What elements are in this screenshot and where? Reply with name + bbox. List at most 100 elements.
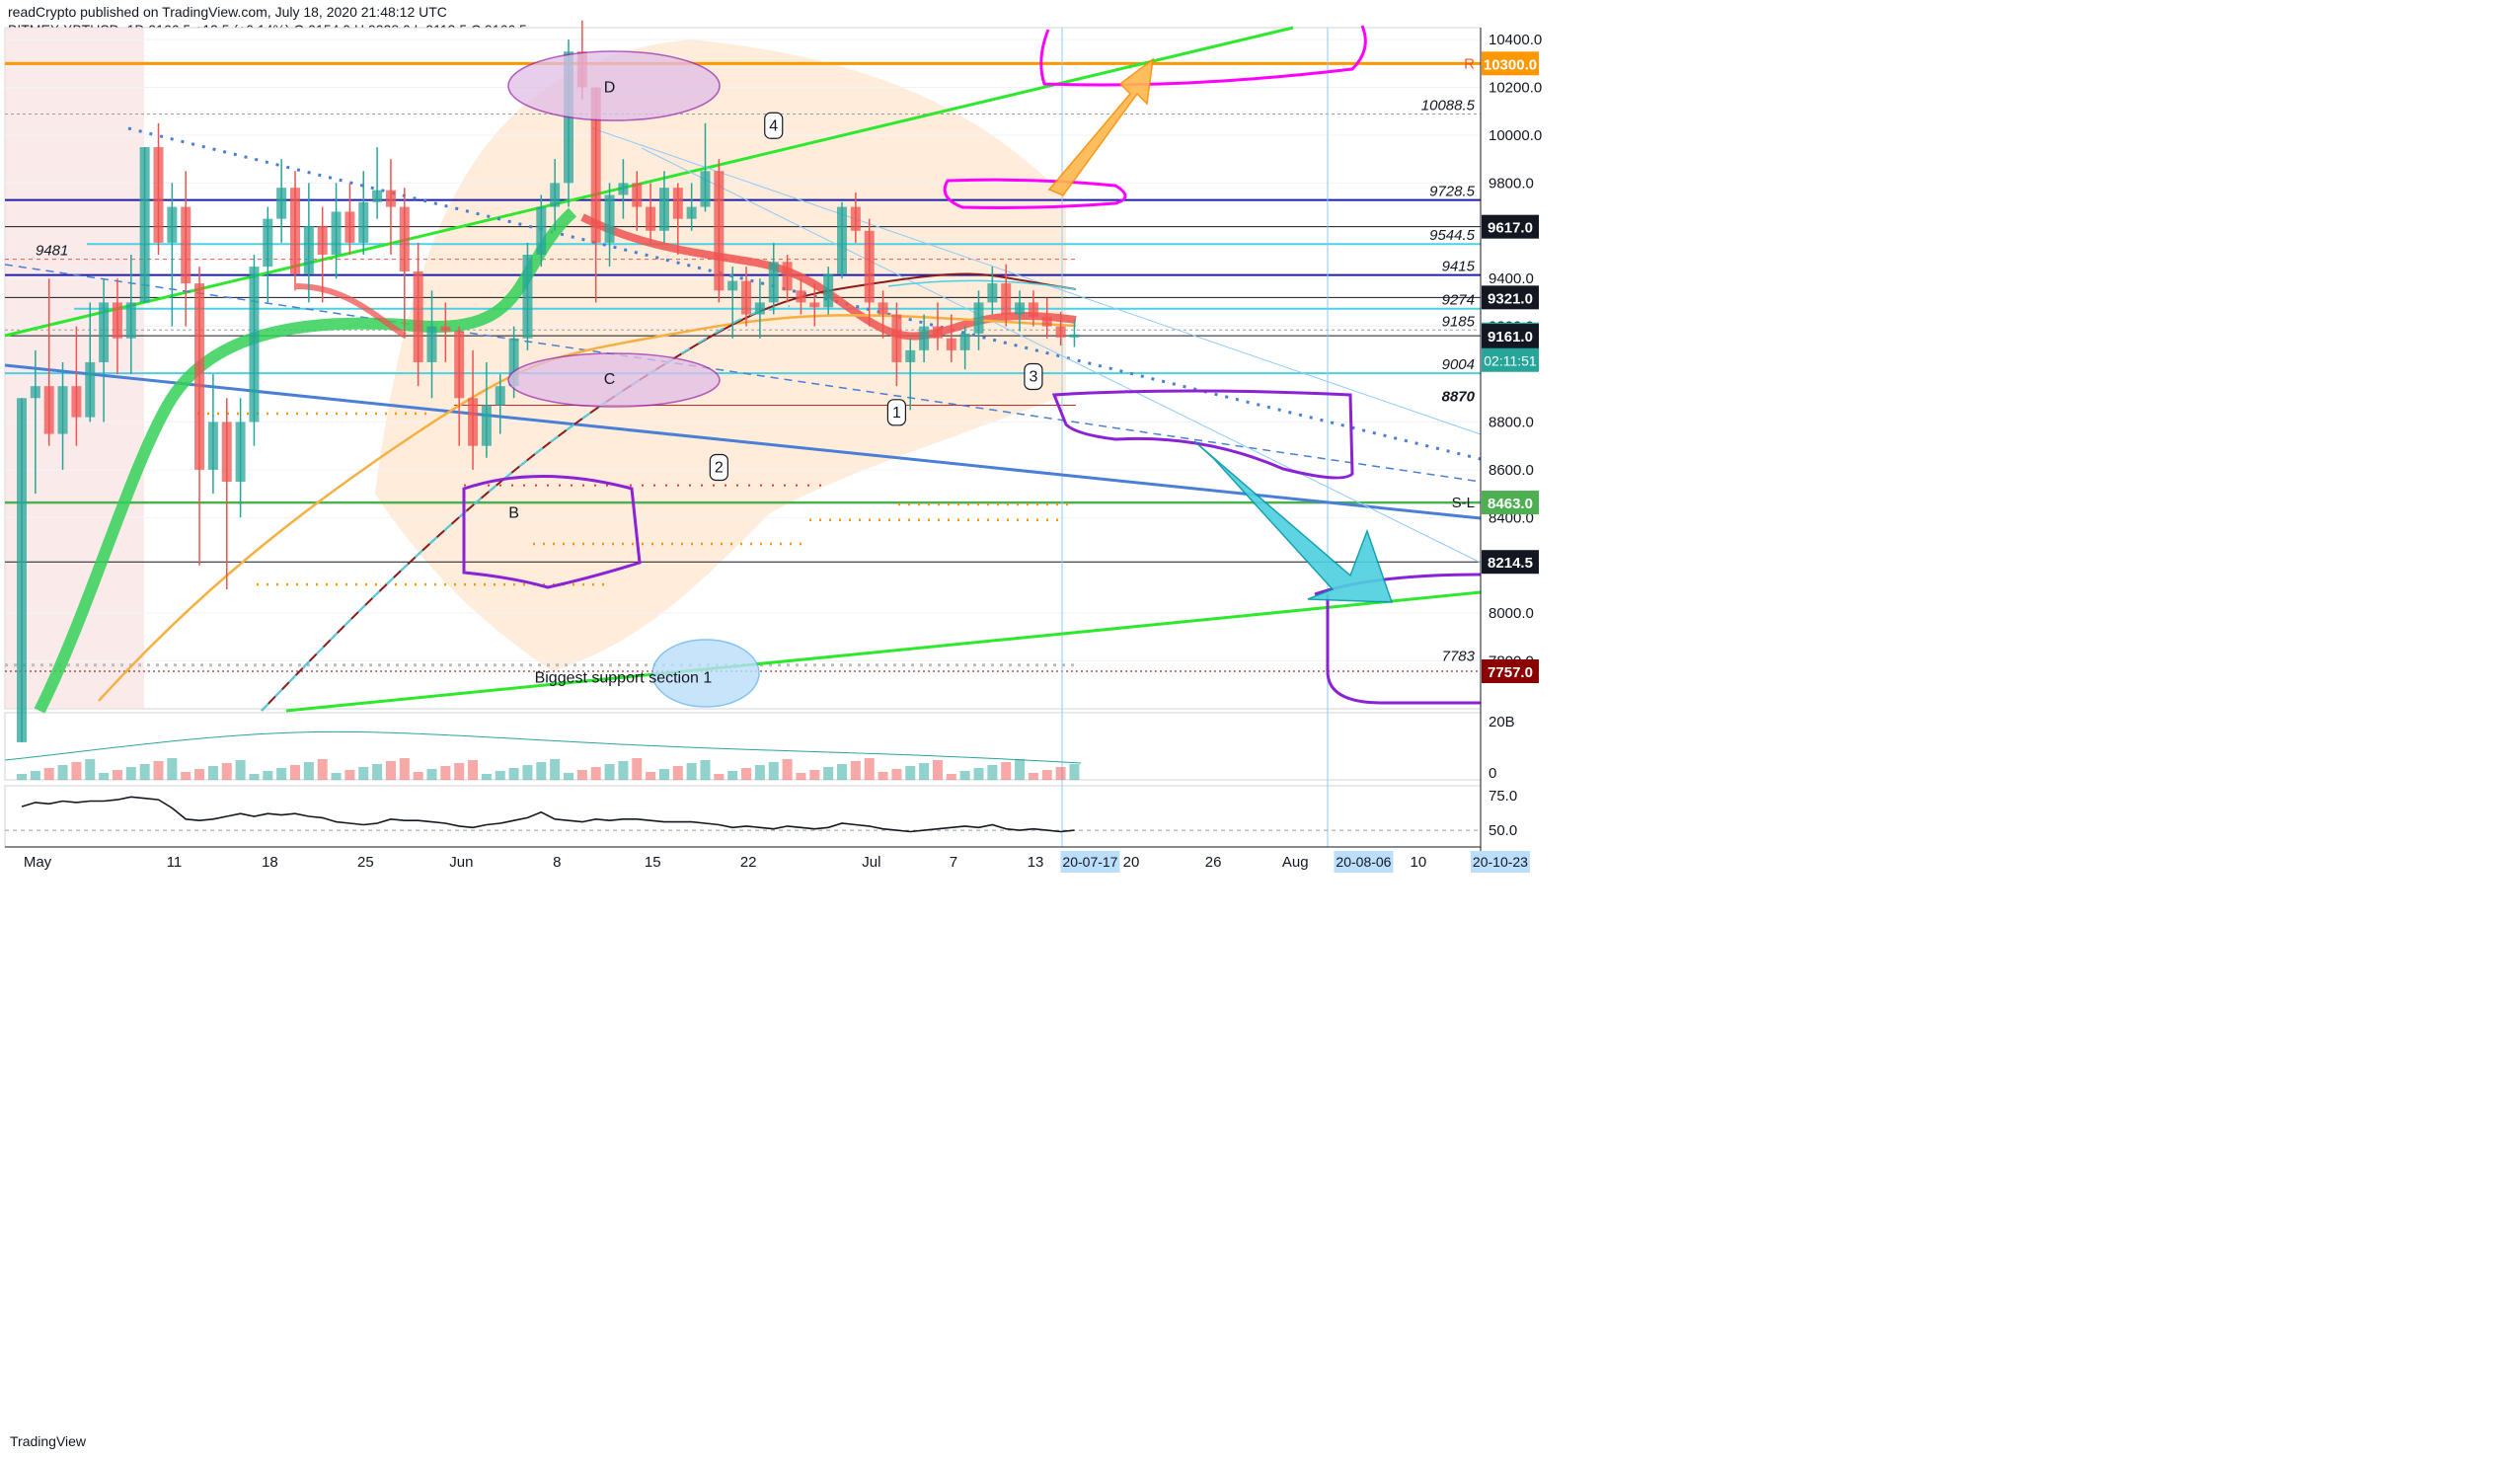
date-badge-bg xyxy=(1060,851,1120,873)
candle-body xyxy=(796,290,806,303)
level-label: 10088.5 xyxy=(1421,98,1476,115)
time-axis: May 11 18 25 Jun 8 15 22 Jul 7 13 20 26 Aug 10 20-07-17… xyxy=(5,846,1530,873)
candle-body xyxy=(495,386,505,406)
volume-tick-label: 0 xyxy=(1489,765,1496,782)
candle-body xyxy=(658,188,669,231)
candle-body xyxy=(973,302,984,334)
date-badge-label: 20-07-17 xyxy=(1062,854,1117,870)
candle-body xyxy=(43,386,54,434)
volume-bar xyxy=(1041,770,1052,780)
x-tick-label: Aug xyxy=(1282,854,1309,871)
volume-bar xyxy=(399,758,410,780)
volume-ma-line xyxy=(4,730,1082,764)
volume-bar xyxy=(564,773,573,780)
candle-body xyxy=(468,398,479,446)
candle-body xyxy=(522,255,533,339)
candle-body xyxy=(905,349,916,362)
candle-body xyxy=(1001,283,1012,315)
zone-b-bracket xyxy=(462,475,642,589)
volume-bar xyxy=(823,767,834,780)
candle-body xyxy=(1069,334,1080,338)
candle-body xyxy=(959,333,970,350)
candle-body xyxy=(508,338,519,387)
volume-bar xyxy=(850,761,861,780)
candle-body xyxy=(17,398,27,742)
volume-bar xyxy=(167,758,178,780)
cyan-ma-tail xyxy=(887,279,1077,290)
volume-bar xyxy=(590,767,601,780)
candles xyxy=(17,20,1080,742)
date-badge-bg xyxy=(1334,851,1394,873)
candle-body xyxy=(481,405,492,446)
candle-body xyxy=(399,206,410,271)
callout-box xyxy=(886,399,907,426)
candle-body xyxy=(317,225,328,255)
callout-box xyxy=(764,112,784,139)
candle-body xyxy=(331,211,342,255)
candle-body xyxy=(413,270,423,362)
x-tick-label: 15 xyxy=(645,854,661,871)
line-marker: R xyxy=(1464,55,1475,72)
volume-bar xyxy=(878,772,888,780)
candle-body xyxy=(372,190,383,202)
annotation-2: B xyxy=(508,504,519,521)
price-label: 8463.0 xyxy=(1488,496,1533,512)
volume-bar xyxy=(344,770,355,780)
volume-bar xyxy=(741,768,752,780)
volume-bar xyxy=(959,771,970,780)
annotation-6: 3 xyxy=(1029,368,1037,385)
candle-body xyxy=(276,188,287,219)
volume-bar xyxy=(700,760,711,780)
volume-bar xyxy=(809,770,820,780)
candle-body xyxy=(99,302,110,362)
price-label: 9161.0 xyxy=(1488,329,1533,346)
candle-body xyxy=(207,422,218,470)
volume-bar xyxy=(249,774,260,780)
volume-bar xyxy=(686,763,697,780)
x-tick-label: 11 xyxy=(167,854,183,871)
candle-body xyxy=(727,280,738,291)
volume-bar xyxy=(672,766,683,780)
candle-body xyxy=(167,206,178,243)
annotation-5: 2 xyxy=(715,459,724,476)
volume-bar xyxy=(782,759,793,780)
volume-bar xyxy=(440,766,451,780)
volume-bar xyxy=(153,761,164,780)
candle-body xyxy=(221,422,232,482)
rsi-tick-label: 75.0 xyxy=(1489,788,1517,805)
candle-body xyxy=(85,361,96,418)
candle-body xyxy=(590,87,601,243)
orange-cloud xyxy=(375,39,1066,671)
date-badge-bg xyxy=(1470,851,1530,873)
annotation-0: D xyxy=(604,80,616,97)
level-label: 9274 xyxy=(1442,292,1475,309)
candle-body xyxy=(1015,302,1026,315)
candle-body xyxy=(741,280,752,315)
rsi-tick-label: 50.0 xyxy=(1489,822,1517,839)
price-label: 10300.0 xyxy=(1484,56,1537,73)
volume-bar xyxy=(221,763,232,780)
candle-body xyxy=(932,326,943,339)
x-tick-label: 20 xyxy=(1123,854,1140,871)
volume-bar xyxy=(331,773,342,780)
x-tick-label: 7 xyxy=(950,854,957,871)
candle-body xyxy=(344,211,355,243)
candle-body xyxy=(57,386,68,434)
volume-bar xyxy=(536,762,547,780)
level-label: 8870 xyxy=(1442,389,1476,406)
price-label-bg xyxy=(1482,491,1539,515)
tradingview-brand: TradingView xyxy=(10,1433,87,1449)
volume-bar xyxy=(932,760,943,780)
volume-bar xyxy=(181,772,191,780)
candle-body xyxy=(139,147,150,303)
volume-bar xyxy=(508,768,519,780)
x-tick-label: 18 xyxy=(262,854,278,871)
annotation-1: C xyxy=(604,371,616,388)
volume-bar xyxy=(796,773,806,780)
volume-bar xyxy=(71,762,82,780)
price-axis: 10400.010200.010000.09800.09400.09200.08… xyxy=(1480,28,1542,873)
candle-body xyxy=(125,302,136,339)
volume-bar xyxy=(946,774,956,780)
